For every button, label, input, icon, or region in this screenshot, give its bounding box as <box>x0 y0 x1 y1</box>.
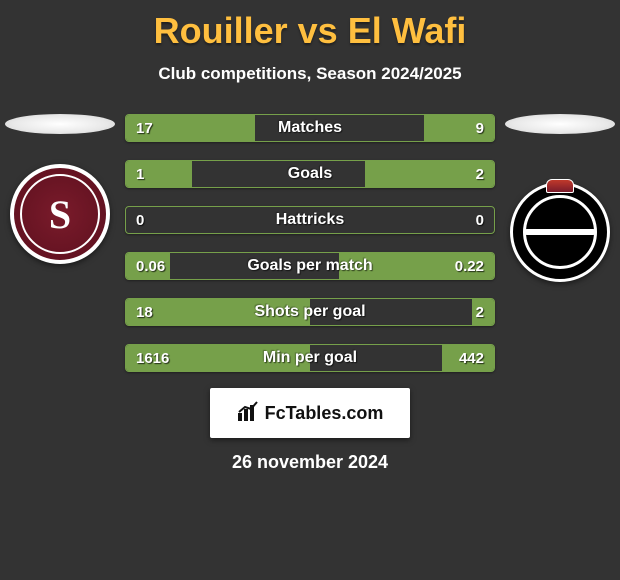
club-badge-right <box>510 182 610 282</box>
stat-label: Hattricks <box>126 207 494 233</box>
stat-label: Shots per goal <box>126 299 494 325</box>
stat-label: Goals per match <box>126 253 494 279</box>
stat-row: 182Shots per goal <box>125 298 495 326</box>
player-silhouette-right <box>505 114 615 134</box>
stat-row: 0.060.22Goals per match <box>125 252 495 280</box>
player-silhouette-left <box>5 114 115 134</box>
stat-label: Matches <box>126 115 494 141</box>
right-player-zone <box>500 114 620 282</box>
comparison-panel: 179Matches 12Goals 00Hattricks 0.060.22Goal… <box>0 114 620 372</box>
stat-label: Goals <box>126 161 494 187</box>
brand-icon <box>237 400 259 427</box>
stat-row: 00Hattricks <box>125 206 495 234</box>
brand-badge: FcTables.com <box>210 388 410 438</box>
stat-row: 179Matches <box>125 114 495 142</box>
stat-row: 1616442Min per goal <box>125 344 495 372</box>
left-player-zone <box>0 114 120 264</box>
page-title: Rouiller vs El Wafi <box>0 0 620 52</box>
date-text: 26 november 2024 <box>0 452 620 473</box>
stats-list: 179Matches 12Goals 00Hattricks 0.060.22Goal… <box>125 114 495 372</box>
subtitle: Club competitions, Season 2024/2025 <box>0 64 620 84</box>
stat-label: Min per goal <box>126 345 494 371</box>
stat-row: 12Goals <box>125 160 495 188</box>
club-badge-left <box>10 164 110 264</box>
brand-text: FcTables.com <box>265 403 384 424</box>
